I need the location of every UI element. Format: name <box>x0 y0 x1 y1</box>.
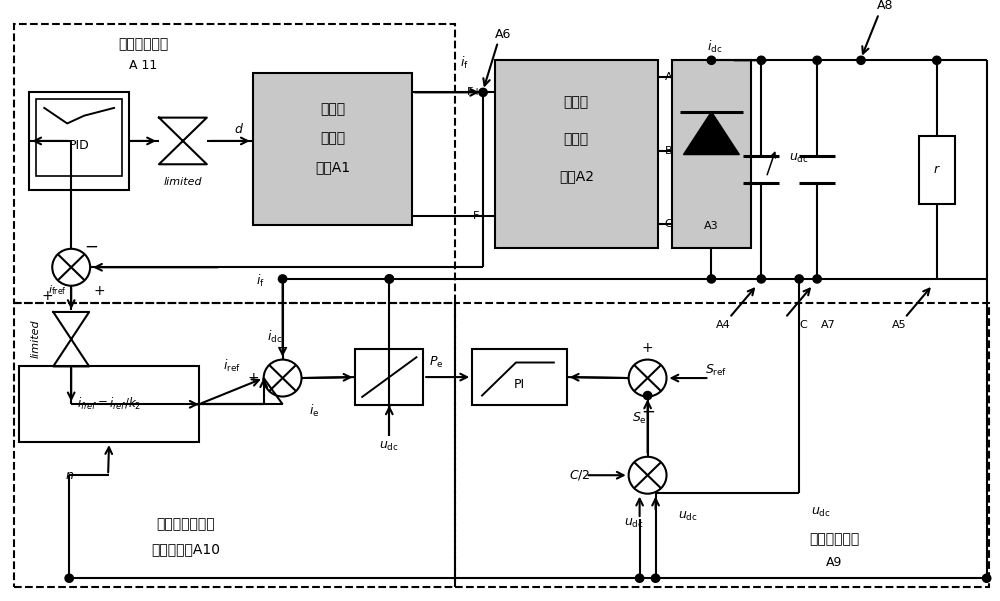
Text: $u_{\mathrm{dc}}$: $u_{\mathrm{dc}}$ <box>624 517 644 530</box>
Text: +: + <box>247 371 259 385</box>
Text: A 11: A 11 <box>129 59 157 72</box>
Text: $i_{\mathrm{e}}$: $i_{\mathrm{e}}$ <box>309 403 319 419</box>
Circle shape <box>651 574 660 582</box>
Circle shape <box>813 56 821 64</box>
Text: $C/2$: $C/2$ <box>569 468 590 482</box>
Circle shape <box>65 574 73 582</box>
Text: $-$: $-$ <box>84 237 98 255</box>
Text: C: C <box>665 219 672 228</box>
Text: 同步发: 同步发 <box>564 132 589 146</box>
Circle shape <box>385 275 393 283</box>
Text: $u_{\mathrm{dc}}$: $u_{\mathrm{dc}}$ <box>379 439 399 453</box>
FancyBboxPatch shape <box>29 93 129 189</box>
Text: +: + <box>277 341 288 355</box>
Text: $P_{\mathrm{e}}$: $P_{\mathrm{e}}$ <box>429 355 444 370</box>
Text: 流功率: 流功率 <box>320 131 345 145</box>
Text: A4: A4 <box>716 320 731 329</box>
FancyBboxPatch shape <box>355 349 423 405</box>
Circle shape <box>707 56 716 64</box>
Text: $i_{\mathrm{ref}}$: $i_{\mathrm{ref}}$ <box>223 358 241 374</box>
Text: A: A <box>665 72 672 82</box>
Text: PID: PID <box>69 139 90 152</box>
Text: $i_{\mathrm{dc}}$: $i_{\mathrm{dc}}$ <box>267 329 282 346</box>
Text: $i_{\mathrm{f}}$: $i_{\mathrm{f}}$ <box>256 273 265 289</box>
Text: $d$: $d$ <box>234 122 244 136</box>
Text: C: C <box>799 320 807 329</box>
Text: F-: F- <box>473 211 483 221</box>
FancyBboxPatch shape <box>253 73 412 225</box>
Text: PI: PI <box>514 379 525 391</box>
FancyBboxPatch shape <box>495 60 658 248</box>
Text: $u_{\mathrm{dc}}$: $u_{\mathrm{dc}}$ <box>678 510 697 523</box>
Text: 负载电流励磁电: 负载电流励磁电 <box>157 517 215 531</box>
Circle shape <box>643 391 652 400</box>
Text: A5: A5 <box>892 320 906 329</box>
Circle shape <box>813 275 821 283</box>
Text: 励磁电: 励磁电 <box>320 102 345 116</box>
Circle shape <box>278 275 287 283</box>
Text: 励磁电流内环: 励磁电流内环 <box>118 37 168 50</box>
Text: +: + <box>642 341 653 355</box>
Text: A7: A7 <box>821 320 836 329</box>
Text: $i_{\mathrm{dc}}$: $i_{\mathrm{dc}}$ <box>707 38 722 55</box>
FancyBboxPatch shape <box>672 60 751 248</box>
Circle shape <box>385 275 393 283</box>
Circle shape <box>635 574 644 582</box>
Text: $u_{\mathrm{dc}}$: $u_{\mathrm{dc}}$ <box>811 505 831 519</box>
FancyBboxPatch shape <box>919 136 955 204</box>
Circle shape <box>795 275 803 283</box>
Text: 电励磁: 电励磁 <box>564 95 589 109</box>
FancyBboxPatch shape <box>472 349 567 405</box>
Text: A6: A6 <box>495 28 511 40</box>
FancyBboxPatch shape <box>19 367 199 442</box>
Text: $n$: $n$ <box>65 469 74 482</box>
Text: $-$: $-$ <box>641 401 655 419</box>
Text: 流比例环节A10: 流比例环节A10 <box>151 542 220 556</box>
Text: $S_{\mathrm{ref}}$: $S_{\mathrm{ref}}$ <box>705 363 728 378</box>
Text: A8: A8 <box>877 0 893 13</box>
Circle shape <box>757 56 765 64</box>
Text: $S_{\mathrm{e}}$: $S_{\mathrm{e}}$ <box>632 411 647 427</box>
Text: $r$: $r$ <box>933 163 941 176</box>
Circle shape <box>757 275 765 283</box>
Text: limited: limited <box>164 177 202 187</box>
Circle shape <box>479 88 487 96</box>
Text: A9: A9 <box>826 556 842 569</box>
Text: A3: A3 <box>704 221 719 231</box>
Text: +: + <box>41 290 53 304</box>
Text: B: B <box>665 145 672 156</box>
Text: $u_{\mathrm{dc}}$: $u_{\mathrm{dc}}$ <box>789 151 809 165</box>
Circle shape <box>707 275 716 283</box>
Polygon shape <box>683 112 739 154</box>
Text: 电容能量外环: 电容能量外环 <box>809 532 859 546</box>
Text: +: + <box>93 284 105 297</box>
Text: F+: F+ <box>467 87 483 97</box>
Circle shape <box>933 56 941 64</box>
Circle shape <box>982 574 991 582</box>
FancyBboxPatch shape <box>36 99 122 176</box>
Text: $i_{fref}=i_{ref}/k_{2}$: $i_{fref}=i_{ref}/k_{2}$ <box>77 396 141 412</box>
Text: $i_{\mathrm{f}}$: $i_{\mathrm{f}}$ <box>460 55 469 72</box>
Circle shape <box>857 56 865 64</box>
Text: $i_{\mathrm{fref}}$: $i_{\mathrm{fref}}$ <box>48 284 67 297</box>
Text: 驱动A1: 驱动A1 <box>315 160 350 174</box>
Text: 电机A2: 电机A2 <box>559 169 594 183</box>
Text: limited: limited <box>30 320 40 358</box>
